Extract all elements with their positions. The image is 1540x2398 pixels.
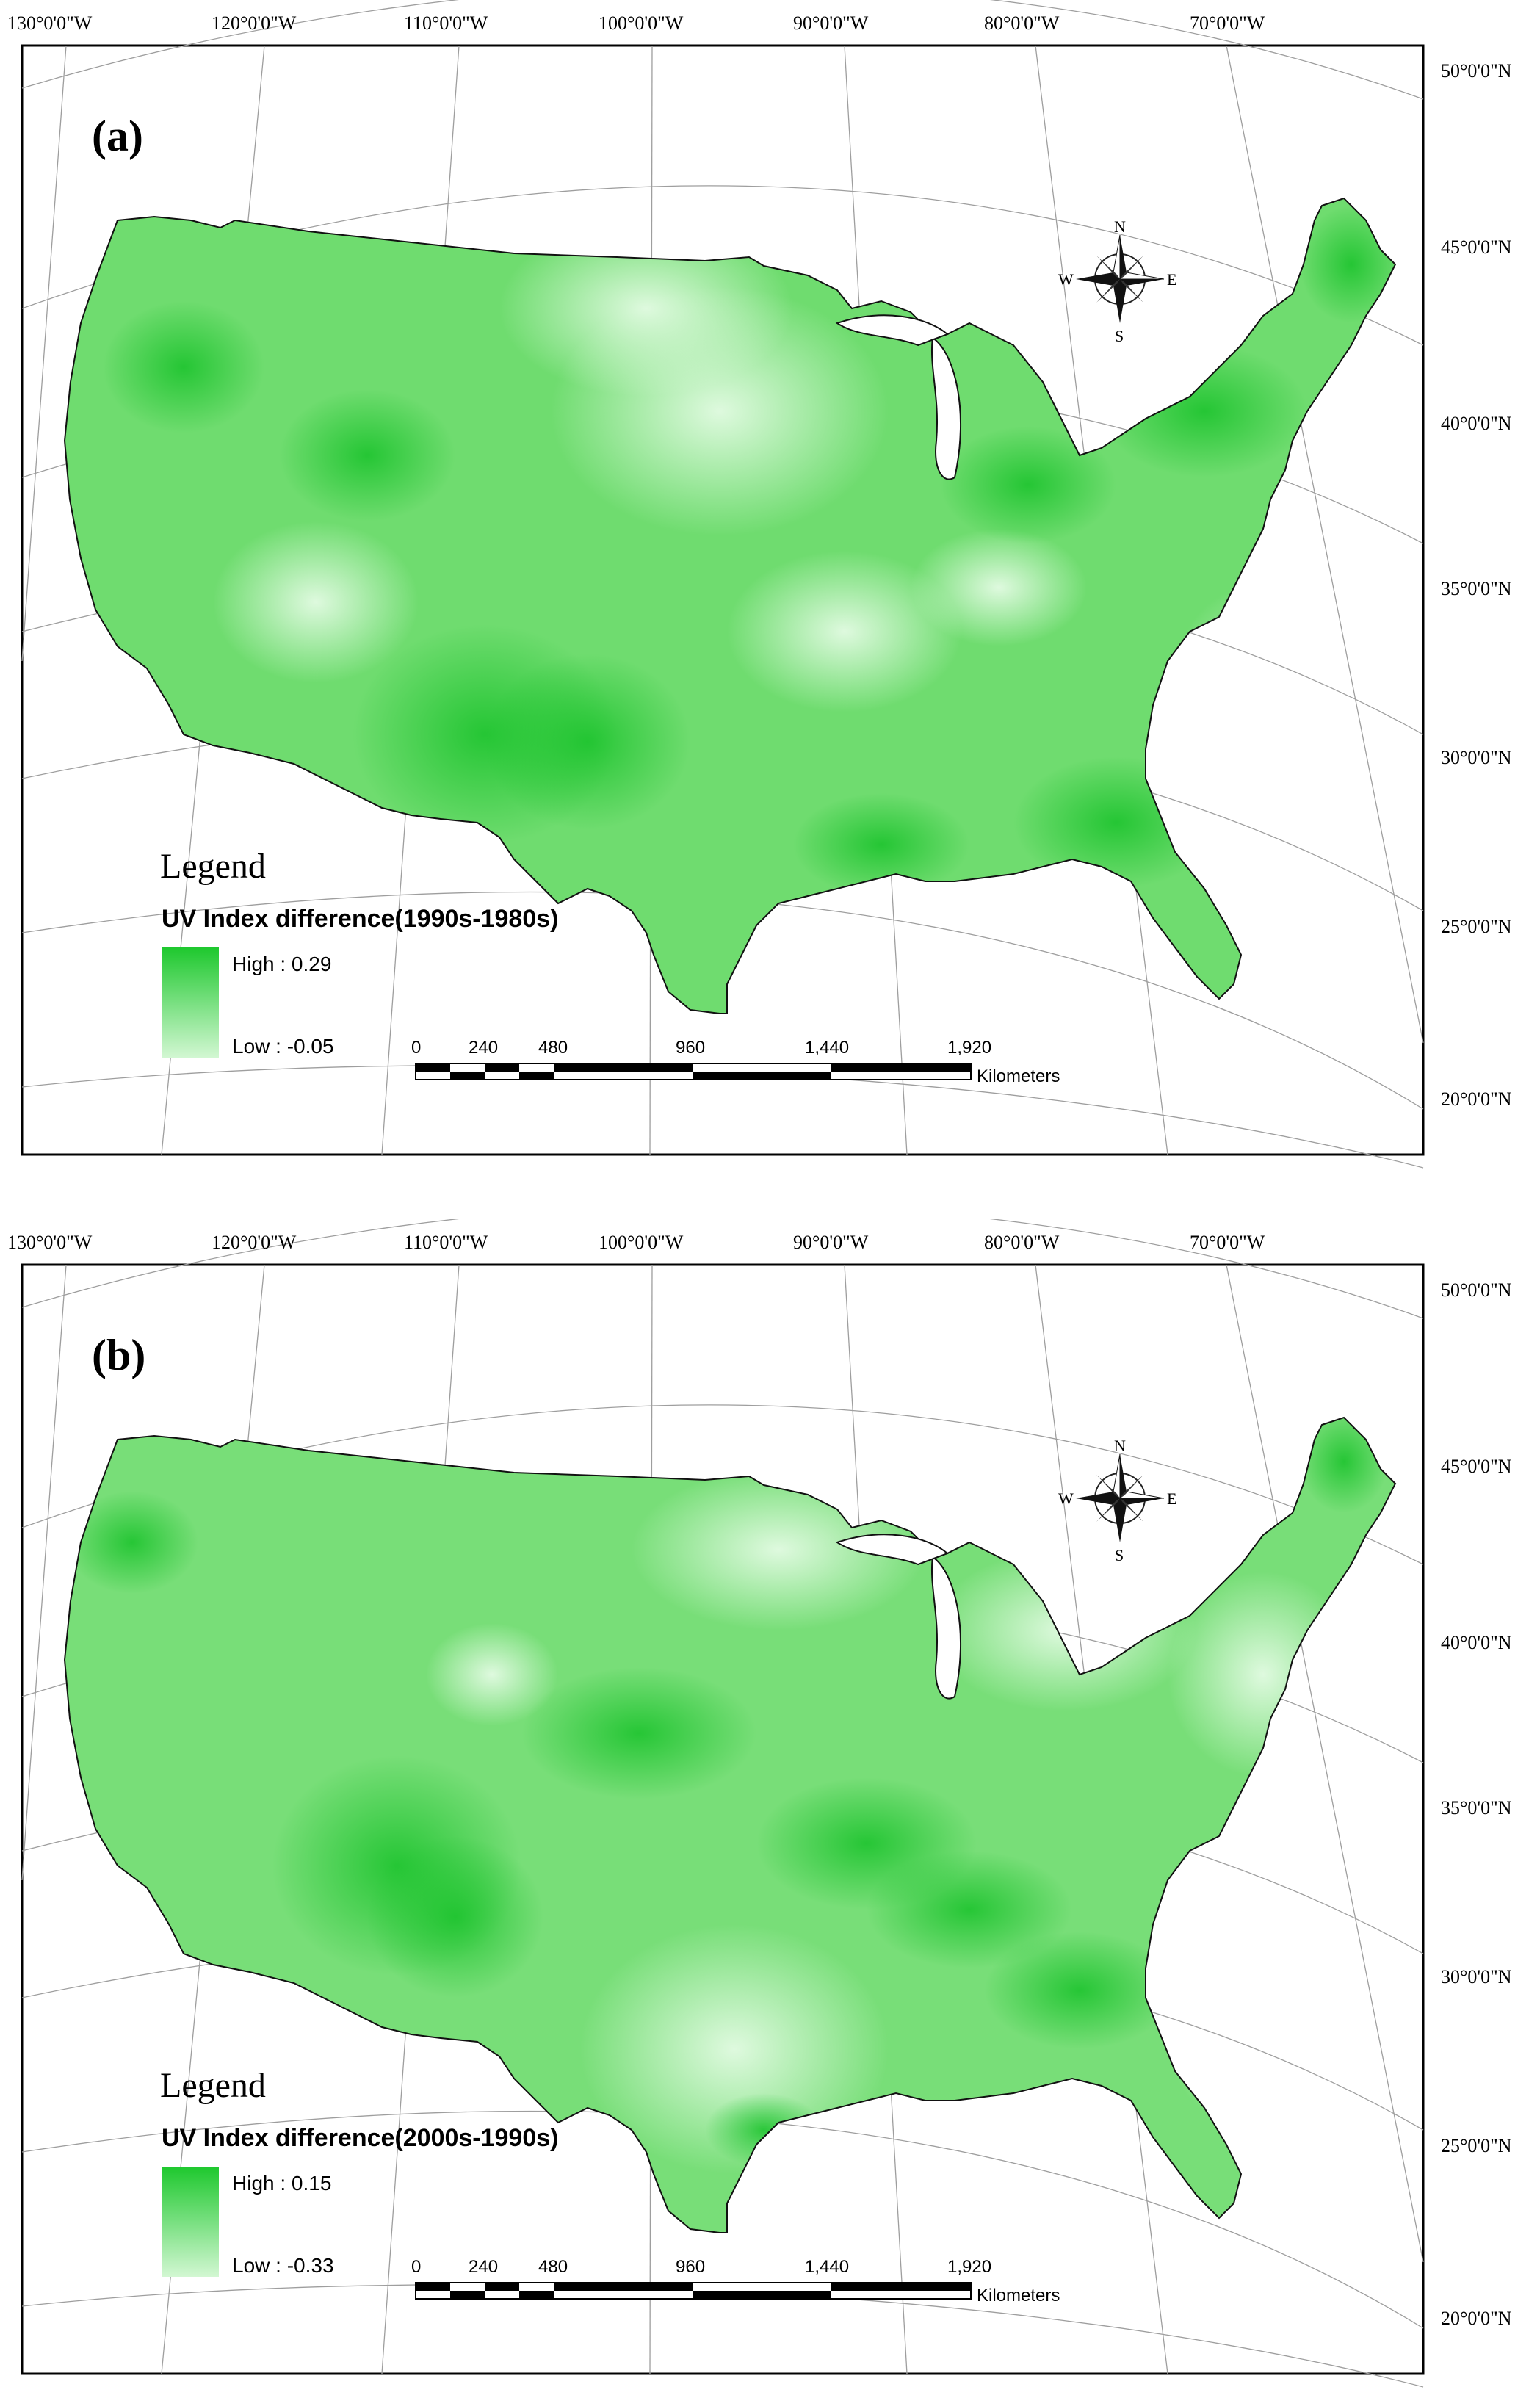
lake-superior bbox=[835, 1534, 949, 1566]
legend-title: Legend bbox=[160, 2066, 266, 2105]
svg-text:240: 240 bbox=[469, 2257, 498, 2277]
lon-label: 110°0'0"W bbox=[404, 1232, 488, 1253]
lat-label: 50°0'0"N bbox=[1441, 60, 1512, 82]
map-panel-b: 130°0'0"W 120°0'0"W 110°0'0"W 100°0'0"W … bbox=[0, 1203, 1540, 2394]
legend-subtitle: UV Index difference(2000s-1990s) bbox=[162, 2124, 558, 2152]
lon-label: 80°0'0"W bbox=[984, 1232, 1060, 1253]
svg-text:Kilometers: Kilometers bbox=[977, 1066, 1060, 1086]
svg-text:W: W bbox=[1058, 270, 1074, 289]
svg-text:0: 0 bbox=[411, 2257, 421, 2277]
lon-label: 100°0'0"W bbox=[599, 12, 684, 34]
svg-text:480: 480 bbox=[538, 1038, 568, 1058]
svg-text:N: N bbox=[1114, 1437, 1126, 1455]
lat-label: 35°0'0"N bbox=[1441, 1797, 1512, 1819]
svg-text:S: S bbox=[1115, 327, 1124, 345]
legend: Legend UV Index difference(1990s-1980s) … bbox=[160, 847, 558, 1058]
lon-label: 120°0'0"W bbox=[212, 1232, 297, 1253]
map-panel-a: 130°0'0"W 120°0'0"W 110°0'0"W 100°0'0"W … bbox=[0, 0, 1540, 1175]
lon-label: 100°0'0"W bbox=[599, 1232, 684, 1253]
legend-low: Low : -0.05 bbox=[232, 1035, 334, 1058]
legend-color-ramp bbox=[162, 2167, 219, 2277]
legend: Legend UV Index difference(2000s-1990s) … bbox=[160, 2066, 558, 2277]
svg-text:240: 240 bbox=[469, 1038, 498, 1058]
svg-text:E: E bbox=[1167, 1489, 1176, 1508]
lon-label: 120°0'0"W bbox=[212, 12, 297, 34]
svg-text:0: 0 bbox=[411, 1038, 421, 1058]
lon-label: 90°0'0"W bbox=[793, 1232, 869, 1253]
longitude-labels: 130°0'0"W 120°0'0"W 110°0'0"W 100°0'0"W … bbox=[7, 12, 1265, 34]
svg-text:960: 960 bbox=[676, 2257, 705, 2277]
lon-label: 130°0'0"W bbox=[7, 1232, 93, 1253]
lat-label: 20°0'0"N bbox=[1441, 1088, 1512, 1110]
lake-michigan bbox=[930, 336, 962, 480]
svg-text:E: E bbox=[1167, 270, 1176, 289]
legend-title: Legend bbox=[160, 847, 266, 886]
svg-text:Kilometers: Kilometers bbox=[977, 2286, 1060, 2305]
lat-label: 50°0'0"N bbox=[1441, 1279, 1512, 1301]
lat-label: 45°0'0"N bbox=[1441, 1456, 1512, 1477]
scale-bar: 0 240 480 960 1,440 1,920 Kilometers bbox=[411, 1038, 1060, 1086]
svg-text:1,920: 1,920 bbox=[947, 1038, 991, 1058]
lat-label: 45°0'0"N bbox=[1441, 236, 1512, 258]
lon-label: 110°0'0"W bbox=[404, 12, 488, 34]
svg-text:1,440: 1,440 bbox=[805, 1038, 849, 1058]
svg-text:1,920: 1,920 bbox=[947, 2257, 991, 2277]
longitude-labels: 130°0'0"W 120°0'0"W 110°0'0"W 100°0'0"W … bbox=[7, 1232, 1265, 1253]
svg-text:960: 960 bbox=[676, 1038, 705, 1058]
lake-superior bbox=[835, 314, 949, 347]
panel-label: (b) bbox=[92, 1331, 145, 1379]
lat-label: 35°0'0"N bbox=[1441, 578, 1512, 599]
svg-text:1,440: 1,440 bbox=[805, 2257, 849, 2277]
lat-label: 40°0'0"N bbox=[1441, 1632, 1512, 1653]
lat-label: 20°0'0"N bbox=[1441, 2308, 1512, 2329]
compass-rose-icon: N S E W bbox=[1058, 217, 1176, 345]
panel-label: (a) bbox=[92, 112, 143, 160]
lon-label: 70°0'0"W bbox=[1190, 12, 1265, 34]
legend-high: High : 0.15 bbox=[232, 2172, 331, 2195]
lon-label: 80°0'0"W bbox=[984, 12, 1060, 34]
lat-label: 30°0'0"N bbox=[1441, 747, 1512, 768]
legend-high: High : 0.29 bbox=[232, 953, 331, 975]
legend-color-ramp bbox=[162, 947, 219, 1058]
svg-text:W: W bbox=[1058, 1489, 1074, 1508]
lake-michigan bbox=[930, 1556, 962, 1700]
lon-label: 90°0'0"W bbox=[793, 12, 869, 34]
legend-subtitle: UV Index difference(1990s-1980s) bbox=[162, 905, 558, 933]
legend-low: Low : -0.33 bbox=[232, 2254, 334, 2277]
lat-label: 30°0'0"N bbox=[1441, 1966, 1512, 1987]
lat-label: 25°0'0"N bbox=[1441, 916, 1512, 937]
compass-rose-icon: N S E W bbox=[1058, 1437, 1176, 1564]
svg-text:N: N bbox=[1114, 217, 1126, 236]
scale-bar: 0 240 480 960 1,440 1,920 Kilometers bbox=[411, 2257, 1060, 2305]
svg-text:S: S bbox=[1115, 1546, 1124, 1564]
svg-text:480: 480 bbox=[538, 2257, 568, 2277]
lat-label: 25°0'0"N bbox=[1441, 2135, 1512, 2156]
lon-label: 130°0'0"W bbox=[7, 12, 93, 34]
lat-label: 40°0'0"N bbox=[1441, 413, 1512, 434]
latitude-labels: 50°0'0"N 45°0'0"N 40°0'0"N 35°0'0"N 30°0… bbox=[1441, 60, 1512, 1110]
latitude-labels: 50°0'0"N 45°0'0"N 40°0'0"N 35°0'0"N 30°0… bbox=[1441, 1279, 1512, 2329]
lon-label: 70°0'0"W bbox=[1190, 1232, 1265, 1253]
